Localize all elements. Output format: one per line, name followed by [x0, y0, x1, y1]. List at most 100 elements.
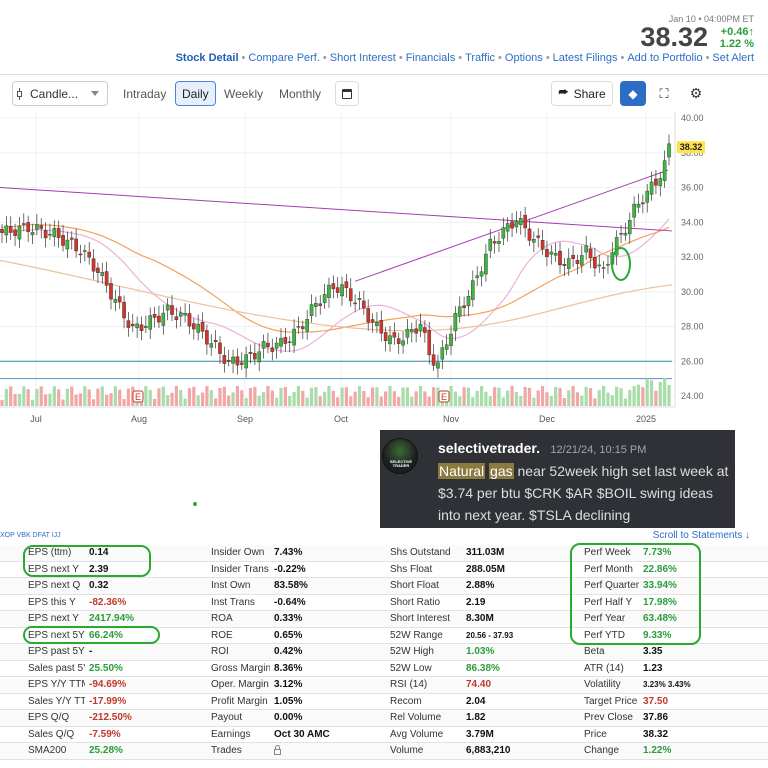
volume-bar	[166, 395, 170, 406]
volume-bar	[261, 392, 266, 406]
table-row: EPS next Y 2.39 Insider Trans -0.22% Shs Flo…	[0, 562, 768, 578]
nav-link-latest-filings[interactable]: Latest Filings	[552, 52, 618, 64]
nav-link-set-alert[interactable]: Set Alert	[712, 52, 754, 64]
volume-bar	[266, 386, 270, 406]
volume-bar	[48, 393, 52, 406]
volume-bar	[227, 395, 231, 406]
volume-bar	[632, 386, 636, 406]
volume-bar	[597, 390, 601, 406]
candle-body	[562, 264, 567, 266]
calendar-button[interactable]	[335, 81, 359, 106]
metric-label: Recom	[390, 695, 422, 707]
candle-body	[205, 330, 209, 345]
nav-link-options[interactable]: Options	[504, 52, 543, 64]
candle-body	[309, 304, 314, 316]
share-icon: ⮫	[558, 87, 569, 99]
x-tick-label: Dec	[539, 414, 556, 424]
y-tick-label: 40.00	[681, 113, 704, 123]
candle-body	[96, 267, 100, 273]
nav-link-financials[interactable]: Financials	[405, 52, 456, 64]
volume-bar	[366, 397, 370, 406]
candle-body	[78, 253, 83, 256]
volume-bar	[418, 386, 423, 406]
candle-body	[52, 228, 57, 238]
tweet-username[interactable]: selectivetrader.	[438, 440, 540, 456]
nav-link-stock-detail[interactable]: Stock Detail	[175, 52, 239, 64]
volume-bar	[100, 386, 104, 406]
earnings-marker-label: E	[135, 392, 141, 402]
metric-label: RSI (14)	[390, 679, 428, 690]
y-tick-label: 26.00	[681, 356, 704, 366]
candle-body	[135, 323, 139, 329]
metric-value: 0.00%	[274, 712, 303, 723]
volume-bar	[549, 395, 553, 406]
price-chart[interactable]: 40.0038.0036.0034.0032.0030.0028.0026.00…	[0, 112, 710, 430]
volume-bar	[602, 386, 606, 406]
metric-label: Volume	[390, 745, 424, 756]
peers-links[interactable]: XOP VBK DFAT IJJ	[0, 532, 61, 539]
volume-bar	[667, 384, 671, 406]
settings-button[interactable]: ⚙	[684, 81, 708, 106]
nav-link-short-interest[interactable]: Short Interest	[329, 52, 396, 64]
share-button[interactable]: ⮫ Share	[551, 81, 613, 106]
table-row: EPS next 5Y 66.24% ROE 0.65% 52W Range 20.56 …	[0, 628, 768, 644]
table-row: EPS this Y -82.36% Inst Trans -0.64% Short R…	[0, 595, 768, 611]
metric-label: Short Ratio	[390, 596, 441, 608]
metric-label: Trades	[211, 745, 242, 756]
candle-body	[658, 178, 663, 187]
metric-label: Profit Margin	[211, 695, 268, 707]
nav-link-add-to-portfolio[interactable]: Add to Portfolio	[627, 52, 703, 64]
volume-bar	[554, 386, 558, 406]
volume-bar	[174, 386, 178, 406]
volume-bar	[301, 390, 305, 406]
volume-bar	[466, 387, 471, 406]
share-label: Share	[573, 86, 606, 101]
candle-body	[492, 241, 497, 244]
metric-value: 1.22%	[643, 745, 672, 756]
fullscreen-button[interactable]: ⛶	[652, 81, 676, 106]
candle-body	[200, 322, 205, 332]
scroll-to-statements-link[interactable]: Scroll to Statements ↓	[652, 530, 750, 541]
gear-icon: ⚙	[689, 85, 703, 101]
tab-weekly[interactable]: Weekly	[224, 86, 264, 101]
volume-bar	[353, 391, 357, 406]
calendar-icon	[342, 88, 352, 99]
candle-body	[383, 332, 388, 342]
candle-body	[475, 275, 479, 278]
metric-label: EPS next Y	[28, 563, 79, 575]
metric-value: 9.33%	[643, 629, 672, 641]
volume-bar	[231, 392, 235, 406]
tab-daily[interactable]: Daily	[175, 81, 216, 106]
volume-bar	[214, 398, 218, 406]
candle-body	[636, 203, 641, 208]
metric-label: Target Price	[584, 695, 638, 707]
candle-body	[322, 294, 327, 303]
candle-body	[209, 343, 214, 348]
metric-label: EPS this Y	[28, 596, 76, 608]
candle-body	[235, 356, 240, 366]
volume-bar	[379, 396, 383, 406]
volume-bar	[575, 392, 580, 406]
nav-link-traffic[interactable]: Traffic	[465, 52, 496, 64]
candle-body	[244, 354, 248, 369]
volume-bar	[610, 395, 614, 406]
candle-body	[113, 298, 118, 303]
volume-bar	[244, 398, 248, 406]
volume-bar	[52, 386, 56, 406]
candle-body	[405, 328, 410, 338]
candle-body	[4, 225, 9, 236]
tweet-card: SELECTIVE TRADER selectivetrader. 12/21/…	[380, 430, 735, 528]
volume-bar	[663, 378, 667, 406]
premium-button[interactable]: ◆	[620, 81, 646, 106]
nav-separator: •	[241, 52, 246, 64]
metric-value: 6,883,210	[466, 745, 511, 756]
metric-value: 311.03M	[466, 547, 505, 558]
tab-intraday[interactable]: Intraday	[123, 86, 167, 101]
metric-value: 3.35	[643, 646, 663, 657]
tweet-timestamp: 12/21/24, 10:15 PM	[550, 444, 647, 456]
chart-type-dropdown[interactable]: Candle...	[12, 81, 108, 106]
metric-label: EPS Y/Y TTM	[28, 679, 85, 690]
candle-body	[627, 220, 632, 235]
nav-link-compare-perf[interactable]: Compare Perf.	[248, 52, 320, 64]
tab-monthly[interactable]: Monthly	[279, 86, 322, 101]
